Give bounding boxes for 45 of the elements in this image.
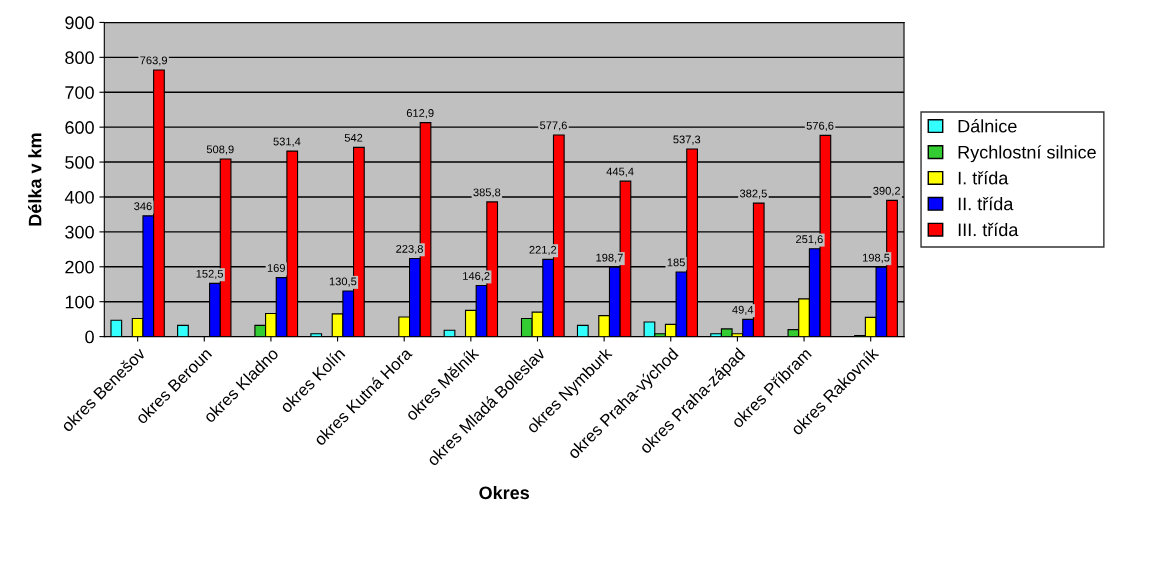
y-tick-label: 0 (85, 330, 94, 344)
data-label: 576,6 (806, 121, 834, 131)
data-label: 152,5 (196, 269, 224, 279)
y-tick-label: 500 (65, 156, 94, 169)
data-label: 169 (267, 264, 285, 272)
data-label: 577,6 (540, 121, 567, 131)
bar (576, 324, 589, 337)
legend-label: Dálnice (958, 119, 1017, 133)
data-label: 382,5 (739, 189, 767, 199)
data-label: 251,6 (796, 235, 823, 245)
x-axis-title: Okres (479, 485, 530, 500)
data-label: 346 (134, 202, 152, 211)
legend-label: II. třída (958, 196, 1014, 211)
data-label: 146,2 (463, 272, 490, 282)
data-label: 223,8 (396, 244, 423, 255)
y-tick-label: 800 (65, 51, 94, 65)
bar (110, 319, 123, 337)
y-tick-label: 900 (65, 16, 94, 30)
y-tick-label: 200 (65, 260, 94, 274)
y-tick-label: 300 (65, 225, 94, 239)
bar (177, 324, 189, 337)
data-label: 542 (344, 133, 363, 142)
data-label: 508,9 (206, 145, 234, 155)
legend-label: Rychlostní silnice (958, 145, 1096, 163)
data-label: 445,4 (606, 167, 634, 177)
data-label: 612,9 (406, 109, 434, 119)
data-label: 185 (667, 258, 685, 267)
legend-label: III. třída (958, 222, 1019, 237)
data-label: 385,8 (473, 188, 501, 198)
y-tick-label: 600 (65, 121, 94, 134)
data-label: 537,3 (673, 135, 701, 145)
y-tick-label: 700 (65, 86, 94, 99)
y-axis-title: Délka v km (28, 133, 42, 226)
bar (310, 333, 323, 337)
data-label: 390,2 (873, 186, 901, 197)
legend-label: I. třída (958, 171, 1009, 185)
data-label: 198,5 (862, 253, 890, 263)
data-label: 763,9 (140, 56, 167, 66)
data-label: 130,5 (329, 277, 357, 287)
data-label: 531,4 (273, 137, 301, 147)
data-label: 221,2 (529, 245, 557, 256)
y-tick-label: 100 (65, 295, 94, 309)
y-tick-label: 400 (64, 190, 94, 204)
data-label: 49,4 (732, 305, 754, 315)
data-label: 198,7 (596, 253, 623, 263)
